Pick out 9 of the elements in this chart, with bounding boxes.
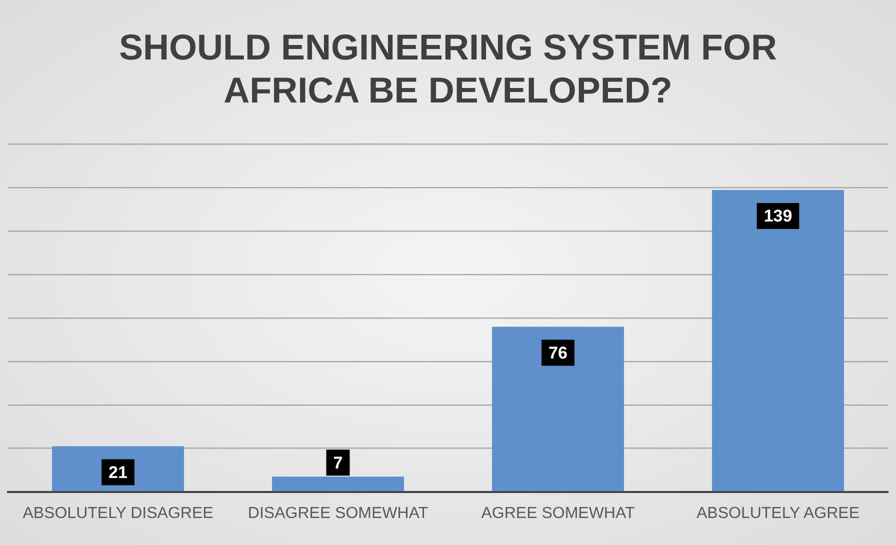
x-tick-label: ABSOLUTELY AGREE [696, 504, 860, 522]
data-label: 76 [548, 343, 568, 362]
data-label: 21 [108, 462, 128, 482]
x-tick-label: AGREE SOMEWHAT [481, 504, 635, 522]
data-label: 7 [333, 453, 343, 472]
chart-title: SHOULD ENGINEERING SYSTEM FOR AFRICA BE DEVELOPED? [118, 26, 778, 111]
data-label: 139 [764, 206, 792, 226]
x-tick-label: DISAGREE SOMEWHAT [248, 504, 428, 522]
x-tick-label: ABSOLUTELY DISAGREE [22, 504, 214, 522]
